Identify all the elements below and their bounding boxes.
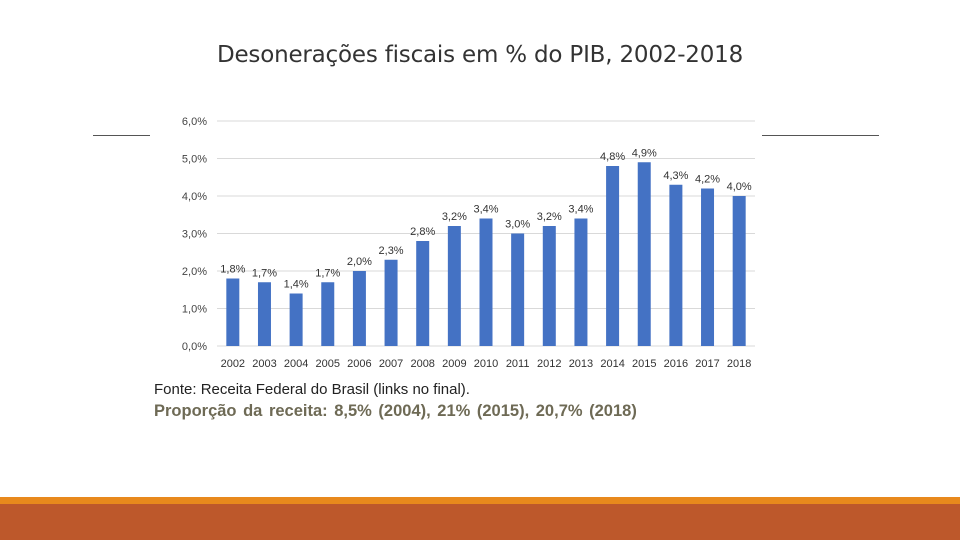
y-tick-label: 6,0%: [182, 116, 207, 128]
data-label: 1,4%: [284, 279, 309, 291]
bar: [574, 218, 588, 346]
x-tick-label: 2010: [474, 358, 498, 370]
bar: [447, 226, 461, 346]
data-label: 4,8%: [600, 151, 625, 163]
data-label: 1,8%: [220, 264, 245, 276]
x-tick-label: 2009: [442, 358, 466, 370]
footer-accent-stripe: [0, 497, 960, 504]
data-label: 2,0%: [347, 256, 372, 268]
decorative-line-left: [93, 135, 151, 136]
data-label: 4,0%: [727, 181, 752, 193]
bar: [352, 271, 366, 346]
data-label: 3,4%: [473, 204, 498, 216]
bar: [289, 293, 303, 346]
x-tick-label: 2008: [410, 358, 434, 370]
bar: [637, 162, 651, 346]
x-tick-label: 2003: [252, 358, 276, 370]
data-label: 4,2%: [695, 174, 720, 186]
bar: [542, 226, 556, 346]
data-label: 1,7%: [315, 267, 340, 279]
data-label: 2,3%: [379, 245, 404, 257]
x-tick-label: 2007: [379, 358, 403, 370]
bar: [321, 282, 335, 346]
x-tick-label: 2006: [347, 358, 371, 370]
slide-title: Desonerações fiscais em % do PIB, 2002-2…: [216, 42, 744, 68]
x-tick-label: 2011: [506, 358, 530, 370]
decorative-line-right: [762, 135, 879, 136]
bar: [606, 166, 620, 346]
data-label: 3,2%: [442, 211, 467, 223]
y-tick-label: 2,0%: [182, 266, 207, 278]
x-tick-label: 2018: [727, 358, 751, 370]
y-tick-label: 1,0%: [182, 304, 207, 316]
x-tick-label: 2004: [284, 358, 308, 370]
x-tick-label: 2013: [569, 358, 593, 370]
bar: [257, 282, 271, 346]
x-tick-label: 2005: [316, 358, 340, 370]
y-tick-label: 0,0%: [182, 341, 207, 353]
data-label: 1,7%: [252, 267, 277, 279]
y-tick-label: 5,0%: [182, 154, 207, 166]
x-tick-label: 2016: [664, 358, 688, 370]
data-label: 3,0%: [505, 219, 530, 231]
bar: [669, 184, 683, 346]
y-tick-label: 3,0%: [182, 229, 207, 241]
bar: [226, 278, 240, 346]
data-label: 3,2%: [537, 211, 562, 223]
bar: [701, 188, 715, 346]
bar: [479, 218, 493, 346]
source-note: Fonte: Receita Federal do Brasil (links …: [154, 381, 470, 398]
bar: [416, 241, 430, 346]
data-label: 2,8%: [410, 226, 435, 238]
x-tick-label: 2015: [632, 358, 656, 370]
bar: [732, 196, 746, 346]
chart-svg: 0,0% 1,0% 2,0% 3,0% 4,0% 5,0% 6,0% 1,8% 2002 1,7%…: [182, 116, 755, 370]
x-tick-label: 2017: [695, 358, 719, 370]
x-tick-label: 2014: [600, 358, 624, 370]
bar: [511, 233, 525, 346]
footer-band: [0, 504, 960, 540]
data-label: 3,4%: [568, 204, 593, 216]
data-label: 4,9%: [632, 147, 657, 159]
y-tick-label: 4,0%: [182, 191, 207, 203]
x-tick-label: 2002: [221, 358, 245, 370]
revenue-proportion-note: Proporção da receita: 8,5% (2004), 21% (…: [154, 402, 637, 420]
bar: [384, 259, 398, 346]
bar-chart: 0,0% 1,0% 2,0% 3,0% 4,0% 5,0% 6,0% 1,8% 2002 1,7%…: [150, 100, 760, 375]
data-label: 4,3%: [663, 170, 688, 182]
x-tick-label: 2012: [537, 358, 561, 370]
